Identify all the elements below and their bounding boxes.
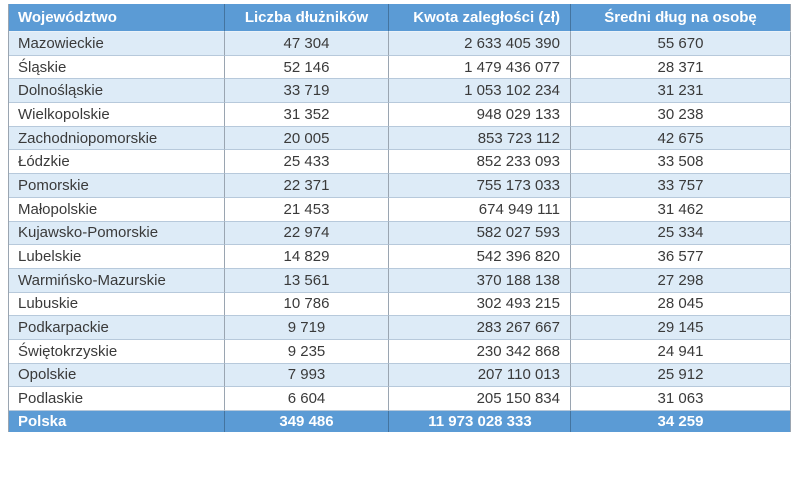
cell-wojewodztwo: Lubuskie — [9, 292, 225, 317]
cell-wojewodztwo: Zachodniopomorskie — [9, 126, 225, 151]
total-row: Polska 349 486 11 973 028 333 34 259 — [9, 411, 791, 432]
table-row: Warmińsko-Mazurskie 13 561 370 188 138 27 2… — [9, 268, 791, 293]
cell-wojewodztwo: Dolnośląskie — [9, 79, 225, 104]
cell-kwota-zaleglosci: 674 949 111 — [389, 197, 571, 222]
cell-kwota-zaleglosci: 542 396 820 — [389, 245, 571, 269]
cell-wojewodztwo: Pomorskie — [9, 174, 225, 198]
debt-by-voivodeship-table: Województwo Liczba dłużników Kwota zaleg… — [8, 4, 791, 432]
cell-sredni-dlug: 33 757 — [571, 174, 791, 198]
cell-liczba-dluznikow: 9 719 — [225, 316, 389, 340]
table-row: Podkarpackie 9 719 283 267 667 29 145 — [9, 316, 791, 340]
total-cell-sredni-dlug: 34 259 — [571, 411, 791, 432]
column-header-wojewodztwo: Województwo — [9, 4, 225, 32]
cell-kwota-zaleglosci: 852 233 093 — [389, 150, 571, 175]
cell-kwota-zaleglosci: 230 342 868 — [389, 339, 571, 364]
cell-kwota-zaleglosci: 205 150 834 — [389, 387, 571, 411]
cell-kwota-zaleglosci: 1 053 102 234 — [389, 79, 571, 104]
cell-wojewodztwo: Lubelskie — [9, 245, 225, 269]
cell-kwota-zaleglosci: 283 267 667 — [389, 316, 571, 340]
cell-sredni-dlug: 25 912 — [571, 363, 791, 388]
cell-wojewodztwo: Małopolskie — [9, 197, 225, 222]
cell-wojewodztwo: Mazowieckie — [9, 32, 225, 56]
cell-sredni-dlug: 24 941 — [571, 339, 791, 364]
cell-liczba-dluznikow: 21 453 — [225, 197, 389, 222]
cell-liczba-dluznikow: 25 433 — [225, 150, 389, 175]
cell-wojewodztwo: Łódzkie — [9, 150, 225, 175]
cell-kwota-zaleglosci: 582 027 593 — [389, 221, 571, 246]
cell-liczba-dluznikow: 22 371 — [225, 174, 389, 198]
total-cell-liczba-dluznikow: 349 486 — [225, 411, 389, 432]
column-header-kwota-zaleglosci: Kwota zaległości (zł) — [389, 4, 571, 32]
cell-wojewodztwo: Wielkopolskie — [9, 103, 225, 127]
cell-liczba-dluznikow: 9 235 — [225, 339, 389, 364]
cell-sredni-dlug: 27 298 — [571, 268, 791, 293]
cell-liczba-dluznikow: 52 146 — [225, 55, 389, 80]
cell-kwota-zaleglosci: 370 188 138 — [389, 268, 571, 293]
cell-liczba-dluznikow: 10 786 — [225, 292, 389, 317]
table-row: Lubuskie 10 786 302 493 215 28 045 — [9, 292, 791, 317]
table-row: Dolnośląskie 33 719 1 053 102 234 31 231 — [9, 79, 791, 104]
cell-liczba-dluznikow: 14 829 — [225, 245, 389, 269]
cell-kwota-zaleglosci: 207 110 013 — [389, 363, 571, 388]
cell-sredni-dlug: 30 238 — [571, 103, 791, 127]
cell-liczba-dluznikow: 6 604 — [225, 387, 389, 411]
table-row: Łódzkie 25 433 852 233 093 33 508 — [9, 150, 791, 175]
cell-sredni-dlug: 28 371 — [571, 55, 791, 80]
cell-kwota-zaleglosci: 948 029 133 — [389, 103, 571, 127]
cell-kwota-zaleglosci: 1 479 436 077 — [389, 55, 571, 80]
debt-by-voivodeship-table-page: Województwo Liczba dłużników Kwota zaleg… — [8, 4, 791, 432]
table-row: Kujawsko-Pomorskie 22 974 582 027 593 25 33… — [9, 221, 791, 246]
cell-kwota-zaleglosci: 853 723 112 — [389, 126, 571, 151]
cell-liczba-dluznikow: 20 005 — [225, 126, 389, 151]
cell-wojewodztwo: Warmińsko-Mazurskie — [9, 268, 225, 293]
cell-sredni-dlug: 25 334 — [571, 221, 791, 246]
total-cell-kwota-zaleglosci: 11 973 028 333 — [389, 411, 571, 432]
cell-sredni-dlug: 33 508 — [571, 150, 791, 175]
table-row: Małopolskie 21 453 674 949 111 31 462 — [9, 197, 791, 222]
cell-liczba-dluznikow: 7 993 — [225, 363, 389, 388]
cell-sredni-dlug: 42 675 — [571, 126, 791, 151]
cell-kwota-zaleglosci: 2 633 405 390 — [389, 32, 571, 56]
cell-sredni-dlug: 31 231 — [571, 79, 791, 104]
cell-wojewodztwo: Opolskie — [9, 363, 225, 388]
cell-sredni-dlug: 28 045 — [571, 292, 791, 317]
table-row: Podlaskie 6 604 205 150 834 31 063 — [9, 387, 791, 411]
table-row: Opolskie 7 993 207 110 013 25 912 — [9, 363, 791, 388]
cell-sredni-dlug: 36 577 — [571, 245, 791, 269]
table-row: Zachodniopomorskie 20 005 853 723 112 42 67… — [9, 126, 791, 151]
table-row: Śląskie 52 146 1 479 436 077 28 371 — [9, 55, 791, 80]
cell-wojewodztwo: Podlaskie — [9, 387, 225, 411]
table-row: Mazowieckie 47 304 2 633 405 390 55 670 — [9, 32, 791, 56]
cell-liczba-dluznikow: 22 974 — [225, 221, 389, 246]
table-row: Lubelskie 14 829 542 396 820 36 577 — [9, 245, 791, 269]
cell-kwota-zaleglosci: 302 493 215 — [389, 292, 571, 317]
cell-liczba-dluznikow: 31 352 — [225, 103, 389, 127]
cell-liczba-dluznikow: 33 719 — [225, 79, 389, 104]
cell-wojewodztwo: Śląskie — [9, 55, 225, 80]
table-row: Wielkopolskie 31 352 948 029 133 30 238 — [9, 103, 791, 127]
table-body: Mazowieckie 47 304 2 633 405 390 55 670 Śląs… — [9, 32, 791, 411]
cell-sredni-dlug: 31 063 — [571, 387, 791, 411]
cell-liczba-dluznikow: 47 304 — [225, 32, 389, 56]
header-row: Województwo Liczba dłużników Kwota zaleg… — [9, 4, 791, 32]
cell-wojewodztwo: Podkarpackie — [9, 316, 225, 340]
total-cell-wojewodztwo: Polska — [9, 411, 225, 432]
cell-wojewodztwo: Świętokrzyskie — [9, 339, 225, 364]
cell-liczba-dluznikow: 13 561 — [225, 268, 389, 293]
cell-sredni-dlug: 29 145 — [571, 316, 791, 340]
table-row: Pomorskie 22 371 755 173 033 33 757 — [9, 174, 791, 198]
cell-kwota-zaleglosci: 755 173 033 — [389, 174, 571, 198]
column-header-sredni-dlug: Średni dług na osobę — [571, 4, 791, 32]
cell-wojewodztwo: Kujawsko-Pomorskie — [9, 221, 225, 246]
table-row: Świętokrzyskie 9 235 230 342 868 24 941 — [9, 339, 791, 364]
cell-sredni-dlug: 31 462 — [571, 197, 791, 222]
column-header-liczba-dluznikow: Liczba dłużników — [225, 4, 389, 32]
cell-sredni-dlug: 55 670 — [571, 32, 791, 56]
